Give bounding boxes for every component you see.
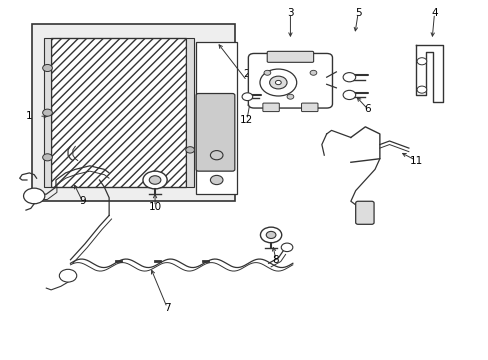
Circle shape: [416, 58, 426, 65]
Circle shape: [42, 64, 52, 72]
Bar: [196, 42, 237, 194]
Circle shape: [42, 154, 52, 161]
Bar: [32, 24, 234, 201]
Text: 12: 12: [240, 115, 253, 125]
FancyBboxPatch shape: [263, 103, 279, 112]
Polygon shape: [415, 45, 442, 102]
FancyBboxPatch shape: [266, 51, 313, 62]
FancyBboxPatch shape: [196, 94, 234, 171]
Circle shape: [242, 93, 252, 100]
Circle shape: [142, 171, 167, 189]
Circle shape: [416, 86, 426, 93]
FancyBboxPatch shape: [248, 54, 332, 108]
Circle shape: [269, 76, 286, 89]
Text: 5: 5: [354, 8, 361, 18]
FancyBboxPatch shape: [355, 201, 373, 224]
Circle shape: [343, 90, 355, 100]
Text: 7: 7: [163, 303, 170, 312]
Text: 11: 11: [408, 156, 422, 166]
Text: 4: 4: [430, 8, 437, 18]
Circle shape: [23, 188, 45, 204]
Text: 2: 2: [243, 69, 250, 79]
Text: 6: 6: [364, 104, 370, 114]
Circle shape: [185, 147, 194, 153]
Circle shape: [210, 175, 223, 185]
Circle shape: [264, 70, 270, 75]
Text: 8: 8: [272, 255, 279, 265]
Circle shape: [260, 227, 281, 243]
Circle shape: [42, 109, 52, 116]
Bar: [51, 38, 186, 187]
Circle shape: [309, 70, 316, 75]
Circle shape: [260, 69, 296, 96]
Circle shape: [210, 150, 223, 160]
Circle shape: [265, 231, 275, 238]
Text: 1: 1: [26, 111, 33, 121]
Text: 3: 3: [286, 8, 293, 18]
Circle shape: [343, 73, 355, 82]
Circle shape: [275, 80, 281, 85]
Text: 9: 9: [79, 196, 86, 206]
Circle shape: [281, 243, 292, 252]
Circle shape: [149, 176, 161, 184]
Text: 10: 10: [148, 202, 162, 212]
Bar: [186, 38, 193, 187]
Circle shape: [286, 94, 293, 99]
FancyBboxPatch shape: [301, 103, 317, 112]
Circle shape: [59, 269, 77, 282]
Bar: [44, 38, 51, 187]
